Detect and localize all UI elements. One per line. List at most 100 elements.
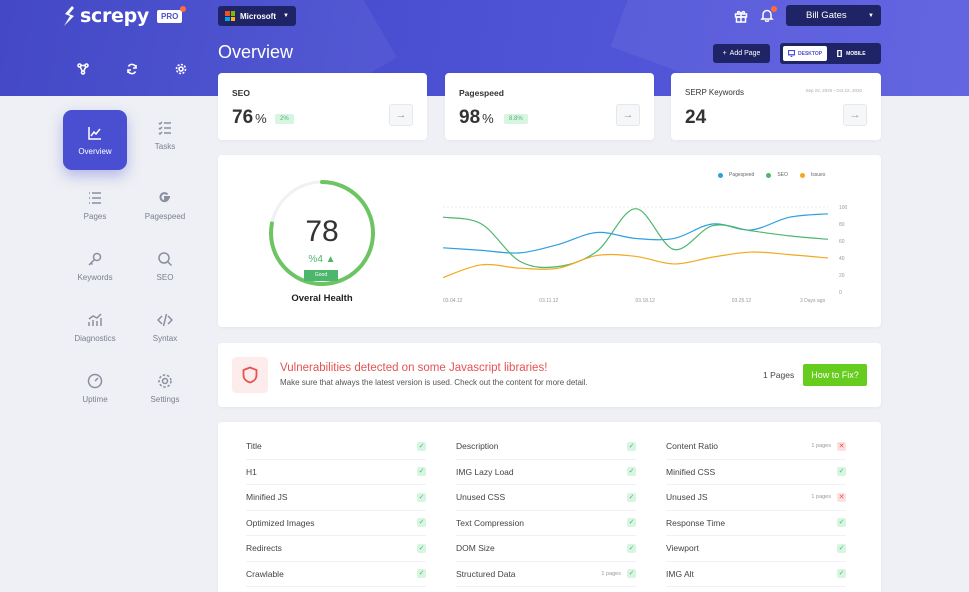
company-name: Microsoft [240,11,276,21]
checklist-item[interactable]: DOM Size ✓ [456,536,636,562]
checklist-item[interactable]: Response Time ✓ [666,511,846,536]
check-icon: ✓ [417,543,426,553]
checklist-column-2: Description ✓ IMG Lazy Load ✓ Unused CSS ✓ Tex… [456,434,636,587]
seo-label: SEO [232,88,250,98]
checklist-item[interactable]: Optimized Images ✓ [246,511,426,536]
chart-line-icon [88,126,101,140]
arrow-right-icon: → [849,109,861,121]
user-dropdown[interactable]: Bill Gates ▼ [786,5,881,26]
checklist-item[interactable]: Minified JS ✓ [246,485,426,511]
serp-arrow-button[interactable]: → [843,104,867,126]
checklist-item-label: Response Time [666,517,726,528]
checklist-item-pages: 1 pages [601,570,621,577]
x-tick-label: 3 Days ago [800,298,826,304]
checklist-item-label: Unused CSS [456,492,506,503]
microsoft-logo-icon [225,11,235,21]
gift-icon[interactable] [734,9,748,28]
checklist-item[interactable]: Title ✓ [246,434,426,460]
refresh-icon[interactable] [126,62,138,75]
checklist-item[interactable]: IMG Alt ✓ [666,562,846,587]
add-page-button[interactable]: + Add Page [713,44,770,63]
check-icon: ✓ [417,441,426,451]
y-tick-label: 0 [839,290,842,296]
sidebar-item-keywords[interactable]: Keywords [60,241,130,292]
mobile-button[interactable]: MOBILE [831,46,870,61]
seo-change-badge: 2% [275,114,294,124]
checklist-item[interactable]: Content Ratio 1 pages ✕ [666,434,846,460]
serp-card: SERP Keywords Sep 22, 2020 - Oct 22, 202… [671,73,881,140]
pagespeed-label: Pagespeed [459,88,504,98]
share-nodes-icon[interactable] [77,62,89,75]
checklist-item[interactable]: Unused CSS ✓ [456,485,636,511]
checklist-item[interactable]: IMG Lazy Load ✓ [456,460,636,485]
health-change: %4 ▲ [308,254,336,265]
sidebar-item-tasks[interactable]: Tasks [130,110,200,161]
checklist-item[interactable]: Unused JS 1 pages ✕ [666,485,846,511]
sidebar-item-overview[interactable]: Overview [63,110,127,170]
alert-pages-count: 1 Pages [763,370,795,380]
cross-icon: ✕ [837,441,846,451]
sidebar-item-pages[interactable]: Pages [60,180,130,231]
cross-icon: ✕ [837,492,846,502]
checklist-item[interactable]: Text Compression ✓ [456,511,636,536]
legend-issues: Issues [799,172,825,178]
check-icon: ✓ [837,467,846,477]
search-icon [158,252,173,267]
checklist-item[interactable]: Redirects ✓ [246,536,426,562]
seo-value: 76% [232,107,267,128]
user-name: Bill Gates [806,10,847,21]
arrow-right-icon: → [395,109,407,121]
health-label: Overal Health [291,293,353,304]
sidebar-item-syntax[interactable]: Syntax [130,302,200,353]
pro-badge: PRO [157,5,187,23]
check-icon: ✓ [417,492,426,502]
checklist-item-label: Unused JS [666,492,708,503]
checklist-item[interactable]: Crawlable ✓ [246,562,426,587]
check-icon: ✓ [837,543,846,553]
logo[interactable]: screpy PRO [62,5,187,27]
desktop-button[interactable]: DESKTOP [783,46,828,61]
checklist-item-label: Viewport [666,543,699,554]
check-icon: ✓ [627,569,636,579]
sidebar-item-settings[interactable]: Settings [130,363,200,414]
pages-icon [89,192,101,204]
checklist-item-label: Text Compression [456,517,525,528]
arrow-right-icon: → [622,109,634,121]
how-to-fix-button[interactable]: How to Fix? [803,364,867,386]
sidebar-item-pagespeed[interactable]: Pagespeed [130,180,200,231]
checklist-item[interactable]: Minified CSS ✓ [666,460,846,485]
y-tick-label: 80 [839,222,845,228]
vulnerability-alert: Vulnerabilities detected on some Javascr… [218,343,881,407]
checklist-item-label: Minified JS [246,492,288,503]
checklist-item[interactable]: H1 ✓ [246,460,426,485]
bell-icon[interactable] [760,6,777,27]
company-dropdown[interactable]: Microsoft ▼ [218,6,296,26]
sidebar-item-diagnostics[interactable]: Diagnostics [60,302,130,353]
pagespeed-change-badge: 8.8% [504,114,528,124]
checklist-item-label: Description [456,441,499,452]
y-tick-label: 100 [839,205,848,211]
checklist-item-label: Content Ratio [666,441,718,452]
seo-arrow-button[interactable]: → [389,104,413,126]
check-icon: ✓ [627,467,636,477]
sidebar-item-seo[interactable]: SEO [130,241,200,292]
desktop-icon [788,50,795,57]
checklist-item[interactable]: Description ✓ [456,434,636,460]
check-icon: ✓ [417,569,426,579]
gear-icon [158,374,172,388]
checklist-item[interactable]: Viewport ✓ [666,536,846,562]
chevron-down-icon: ▼ [868,12,874,19]
checklist-column-1: Title ✓ H1 ✓ Minified JS ✓ Optimized Images ✓ Re… [246,434,426,587]
checklist-item-label: Crawlable [246,568,284,579]
page-title: Overview [218,42,294,62]
pagespeed-arrow-button[interactable]: → [616,104,640,126]
sidebar-item-uptime[interactable]: Uptime [60,363,130,414]
pagespeed-value: 98% [459,107,494,128]
settings-icon[interactable] [175,62,187,75]
serp-label: SERP Keywords [685,88,744,97]
y-tick-label: 60 [839,239,845,245]
checklist-column-3: Content Ratio 1 pages ✕ Minified CSS ✓ Unused… [666,434,846,587]
checklist-item[interactable]: Structured Data 1 pages ✓ [456,562,636,587]
serp-date-range: Sep 22, 2020 - Oct 22, 2020 [805,88,862,93]
check-icon: ✓ [417,518,426,528]
